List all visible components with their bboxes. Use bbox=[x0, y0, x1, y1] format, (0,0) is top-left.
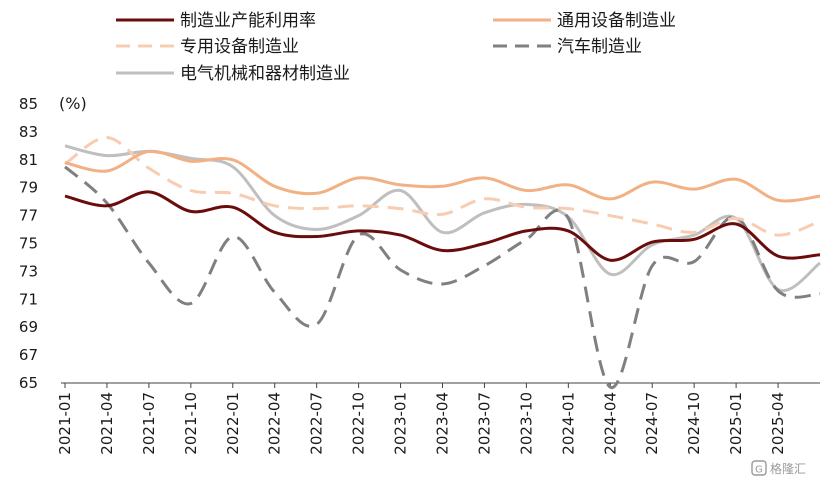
y-tick-label: 73 bbox=[19, 262, 38, 280]
x-tick-label: 2021-01 bbox=[56, 392, 74, 455]
x-tick-label: 2021-07 bbox=[140, 392, 158, 455]
series-line-1 bbox=[64, 149, 821, 203]
plot-area bbox=[64, 135, 821, 389]
y-tick-label: 69 bbox=[19, 318, 38, 336]
x-tick-label: 2022-01 bbox=[224, 392, 242, 455]
x-tick-label: 2025-01 bbox=[727, 392, 745, 455]
watermark-text: 格隆汇 bbox=[770, 461, 806, 476]
y-tick-label: 77 bbox=[19, 207, 38, 225]
series-line-3 bbox=[64, 165, 821, 389]
y-tick-label: 65 bbox=[19, 374, 38, 392]
y-tick-label: 81 bbox=[19, 151, 38, 169]
x-tick-label: 2022-07 bbox=[308, 392, 326, 455]
x-axis: 2021-01 2021-04 2021-07 2021-10 2022-01 2022-… bbox=[56, 382, 820, 455]
y-axis-unit-label: (%) bbox=[59, 94, 87, 113]
x-tick-label: 2024-07 bbox=[643, 392, 661, 455]
x-tick-label: 2024-04 bbox=[601, 392, 619, 455]
legend-label-3: 汽车制造业 bbox=[557, 37, 642, 57]
y-tick-label: 71 bbox=[19, 290, 38, 308]
y-tick-label: 79 bbox=[19, 179, 38, 197]
series-line-2 bbox=[64, 135, 821, 237]
x-tick-label: 2023-01 bbox=[392, 392, 410, 455]
x-tick-label: 2021-10 bbox=[182, 392, 200, 455]
y-tick-label: 83 bbox=[19, 123, 38, 141]
y-tick-label: 85 bbox=[19, 95, 38, 113]
y-tick-label: 67 bbox=[19, 346, 38, 364]
y-tick-label: 75 bbox=[19, 235, 38, 253]
watermark-logo-icon bbox=[751, 460, 767, 476]
x-tick-label: 2023-04 bbox=[434, 392, 452, 455]
x-tick-label: 2021-04 bbox=[98, 392, 116, 455]
x-tick-label: 2024-01 bbox=[559, 392, 577, 455]
series-line-4 bbox=[64, 144, 821, 293]
x-tick-label: 2022-04 bbox=[266, 392, 284, 455]
legend-label-1: 通用设备制造业 bbox=[557, 11, 676, 31]
x-tick-label: 2022-10 bbox=[350, 392, 368, 455]
y-axis: 65 67 69 71 73 75 77 79 81 83 85 bbox=[19, 95, 38, 392]
legend-label-0: 制造业产能利用率 bbox=[180, 11, 316, 31]
x-tick-label: 2024-10 bbox=[685, 392, 703, 455]
x-tick-label: 2023-07 bbox=[475, 392, 493, 455]
legend-label-2: 专用设备制造业 bbox=[180, 37, 299, 57]
watermark: G 格隆汇 bbox=[751, 460, 806, 476]
watermark-logo-glyph: G bbox=[755, 465, 763, 476]
legend-label-4: 电气机械和器材制造业 bbox=[180, 64, 350, 84]
series-line-0 bbox=[64, 190, 821, 262]
x-tick-label: 2025-04 bbox=[769, 392, 787, 455]
x-tick-label: 2023-10 bbox=[517, 392, 535, 455]
